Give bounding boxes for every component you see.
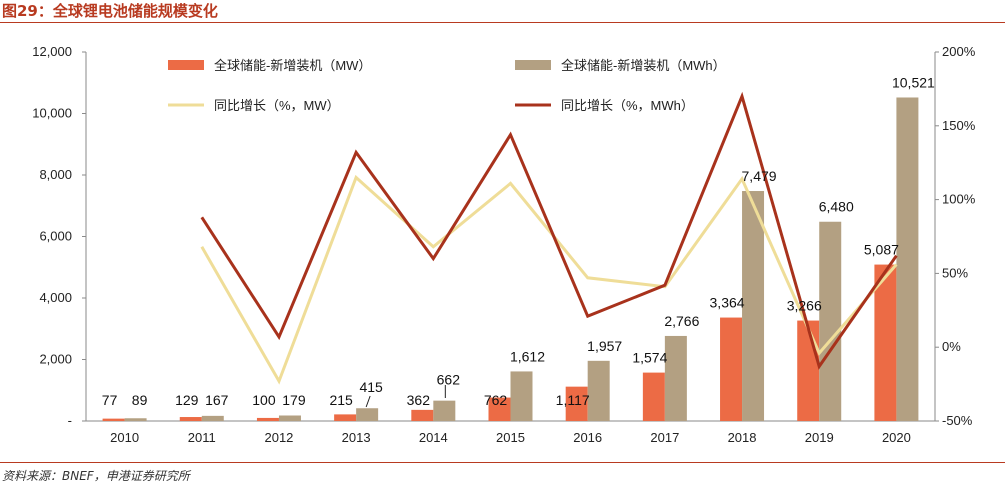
legend-label: 全球储能-新增装机（MW） — [214, 58, 371, 73]
leader-line — [365, 395, 371, 408]
bar-mwh — [819, 221, 842, 421]
bar-mw — [642, 372, 665, 421]
data-label-mw: 3,266 — [787, 298, 822, 314]
x-tick-label: 2011 — [188, 430, 216, 445]
left-tick-label: 6,000 — [39, 229, 72, 244]
legend-swatch — [515, 60, 551, 70]
legend-swatch — [168, 60, 204, 70]
x-tick-label: 2016 — [573, 430, 602, 445]
bar-mw — [488, 397, 511, 421]
data-label-mwh: 415 — [359, 379, 383, 395]
legend-label: 全球储能-新增装机（MWh） — [561, 58, 726, 73]
data-label-mwh: 662 — [437, 372, 461, 388]
data-label-mwh: 2,766 — [664, 313, 699, 329]
data-label-mw: 129 — [175, 392, 199, 408]
bar-mw — [256, 417, 279, 421]
x-tick-label: 2019 — [805, 430, 834, 445]
data-label-mw: 1,117 — [556, 392, 590, 408]
data-label-mwh: 1,957 — [587, 338, 622, 354]
left-tick-label: 2,000 — [39, 352, 72, 367]
x-tick-label: 2014 — [419, 430, 448, 445]
x-tick-label: 2017 — [650, 430, 679, 445]
source-note: 资料来源：BNEF，申港证券研究所 — [2, 469, 190, 483]
bar-mw — [411, 409, 434, 421]
data-label-mwh: 10,521 — [892, 74, 935, 90]
data-label-mwh: 167 — [205, 392, 229, 408]
left-tick-label: 12,000 — [32, 44, 72, 59]
right-tick-label: -50% — [942, 413, 973, 428]
right-tick-label: 200% — [942, 44, 976, 59]
data-labels: 77 129 100 215 362 762 1,117 1,574 3,364 3,266 5,0… — [102, 74, 935, 408]
bars — [102, 97, 919, 421]
x-tick-label: 2012 — [264, 430, 293, 445]
bar-mwh — [587, 360, 610, 421]
bar-mw — [565, 386, 588, 421]
source-rule — [0, 462, 1005, 463]
data-label-mwh: 179 — [282, 392, 306, 408]
left-tick-label: 8,000 — [39, 167, 72, 182]
bar-mwh — [433, 400, 456, 421]
title-rule — [0, 22, 1005, 23]
x-tick-label: 2013 — [342, 430, 371, 445]
x-tick-label: 2018 — [728, 430, 757, 445]
bar-mwh — [124, 418, 147, 421]
left-tick-label: 10,000 — [32, 106, 72, 121]
data-label-mw: 3,364 — [710, 295, 745, 311]
x-tick-label: 2010 — [110, 430, 139, 445]
data-label-mw: 5,087 — [864, 242, 899, 258]
x-tick-label: 2020 — [882, 430, 911, 445]
bar-mw — [720, 317, 743, 421]
right-tick-label: 150% — [942, 118, 976, 133]
growth-line-mw — [200, 174, 898, 385]
figure-title: 图29：全球锂电池储能规模变化 — [2, 2, 218, 20]
right-tick-label: 50% — [942, 265, 968, 280]
growth-line-mwh — [200, 91, 898, 370]
legend-label: 同比增长（%，MWh） — [561, 98, 694, 113]
data-label-mw: 77 — [102, 392, 118, 408]
bar-mw — [334, 414, 357, 421]
bar-mwh — [742, 191, 765, 421]
bar-mw — [179, 417, 202, 421]
legend-label: 同比增长（%，MW） — [214, 98, 340, 113]
bar-mwh — [510, 371, 533, 421]
data-label-mw: 762 — [484, 392, 508, 408]
bar-mwh — [356, 408, 379, 421]
right-tick-label: 100% — [942, 192, 976, 207]
bar-mw — [874, 264, 897, 421]
data-label-mwh: 89 — [132, 392, 148, 408]
bar-mwh — [278, 415, 301, 421]
axes: - 2,000 4,000 6,000 8,000 10,000 12,000 -50% 0% 5… — [32, 44, 975, 445]
bar-mwh — [201, 415, 224, 421]
legend: 全球储能-新增装机（MW） 全球储能-新增装机（MWh） 同比增长（%，MW） 同比增… — [168, 58, 726, 113]
data-label-mwh: 6,480 — [819, 199, 854, 215]
data-label-mwh: 7,479 — [742, 168, 777, 184]
data-label-mw: 1,574 — [632, 350, 667, 366]
bar-mwh — [896, 97, 919, 421]
bar-mw — [102, 418, 125, 421]
data-label-mwh: 1,612 — [510, 348, 545, 364]
right-tick-label: 0% — [942, 339, 961, 354]
left-tick-label: 4,000 — [39, 290, 72, 305]
left-tick-label: - — [68, 413, 72, 428]
bar-mw — [797, 320, 820, 421]
bar-mwh — [664, 335, 687, 421]
lines — [200, 91, 898, 385]
data-label-mw: 215 — [329, 392, 353, 408]
data-label-mw: 100 — [252, 392, 276, 408]
data-label-mw: 362 — [407, 392, 431, 408]
x-tick-label: 2015 — [496, 430, 525, 445]
